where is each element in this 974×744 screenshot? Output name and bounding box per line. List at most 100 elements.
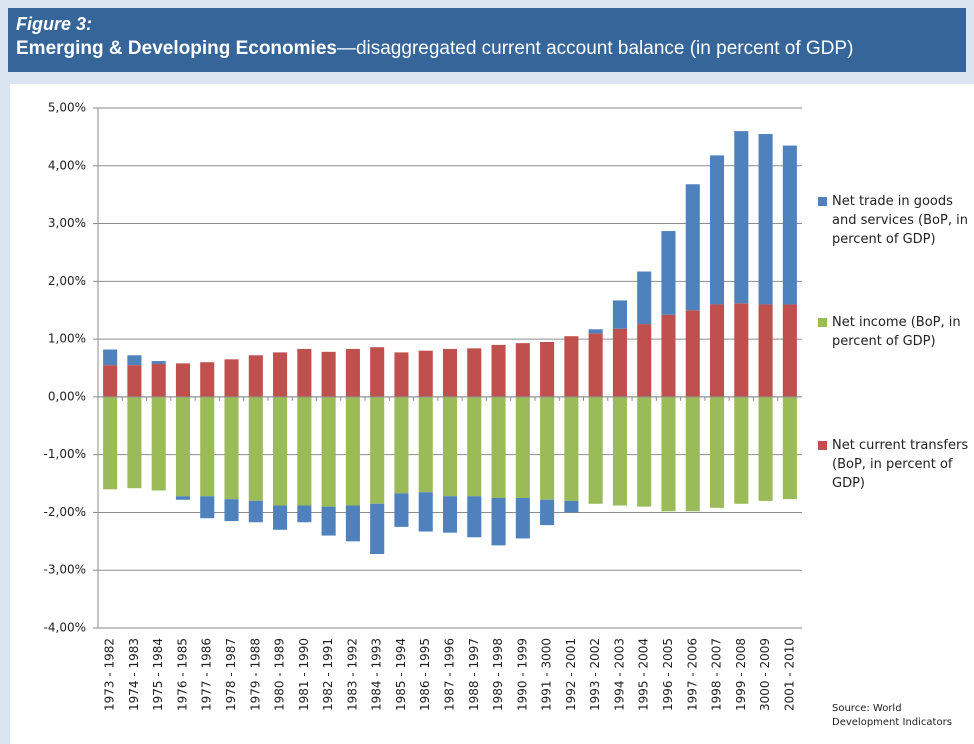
y-tick-label: 4,00% bbox=[48, 158, 86, 172]
x-tick-label: 1981 - 1990 bbox=[297, 638, 311, 711]
bar-segment bbox=[540, 342, 555, 397]
x-tick-label: 1991 - 3000 bbox=[540, 638, 554, 711]
x-tick-label: 1985 - 1994 bbox=[394, 638, 408, 711]
y-tick-label: 0,00% bbox=[48, 389, 86, 403]
figure-label: Figure 3: bbox=[16, 14, 93, 34]
bar-segment bbox=[612, 300, 627, 329]
legend-entry: Net current transfers (BoP, in percent o… bbox=[818, 436, 974, 493]
bar-segment bbox=[758, 134, 773, 305]
legend-swatch bbox=[818, 197, 827, 206]
y-tick-label: 2,00% bbox=[48, 274, 86, 288]
bar-segment bbox=[661, 314, 676, 397]
title-band: Figure 3: Emerging & Developing Economie… bbox=[8, 8, 966, 72]
bar-segment bbox=[734, 131, 749, 304]
bar-segment bbox=[467, 496, 482, 538]
bar-segment bbox=[248, 500, 263, 523]
bar-segment bbox=[782, 396, 797, 500]
bar-segment bbox=[297, 348, 312, 397]
bar-segment bbox=[588, 333, 603, 397]
legend-label: Net trade in goods and services (BoP, in… bbox=[832, 194, 968, 247]
x-tick-label: 1984 - 1993 bbox=[370, 638, 384, 711]
legend-swatch bbox=[818, 318, 827, 327]
y-tick-label: -3,00% bbox=[44, 563, 86, 577]
bar-segment bbox=[442, 396, 458, 497]
bar-segment bbox=[782, 145, 797, 305]
bar-segment bbox=[685, 396, 700, 512]
x-tick-label: 1973 - 1982 bbox=[103, 638, 117, 711]
bar-segment bbox=[540, 499, 555, 526]
bar-segment bbox=[370, 347, 385, 397]
bar-segment bbox=[200, 496, 215, 519]
x-tick-label: 1999 - 2008 bbox=[734, 638, 748, 711]
x-tick-label: 1987 - 1996 bbox=[443, 638, 457, 711]
bar-segment bbox=[394, 396, 409, 494]
bar-segment bbox=[273, 396, 288, 506]
bar-segment bbox=[709, 396, 725, 508]
legend-entry: Net income (BoP, in percent of GDP) bbox=[818, 313, 974, 351]
y-tick-label: -1,00% bbox=[44, 447, 86, 461]
bar-segment bbox=[637, 271, 652, 325]
x-tick-label: 1990 - 1999 bbox=[515, 638, 529, 711]
bar-segment bbox=[127, 396, 142, 489]
bar-segment bbox=[224, 396, 239, 500]
bar-segment bbox=[175, 496, 191, 500]
bar-segment bbox=[224, 499, 239, 522]
legend-label: Net income (BoP, in percent of GDP) bbox=[832, 315, 961, 349]
bar-segment bbox=[297, 505, 312, 523]
bar-segment bbox=[345, 396, 360, 506]
x-tick-label: 1980 - 1989 bbox=[273, 638, 287, 711]
bar-segment bbox=[467, 348, 482, 397]
x-tick-label: 1993 - 2002 bbox=[588, 638, 602, 711]
bar-segment bbox=[200, 362, 215, 397]
x-tick-label: 1982 - 1991 bbox=[321, 638, 335, 711]
bar-segment bbox=[151, 396, 166, 491]
bar-segment bbox=[758, 396, 773, 501]
legend-swatch bbox=[818, 441, 827, 450]
x-tick-label: 1977 - 1986 bbox=[200, 638, 214, 711]
bar-segment bbox=[491, 396, 506, 498]
bar-segment bbox=[442, 496, 458, 533]
bar-segment bbox=[175, 363, 191, 397]
bar-segment bbox=[588, 396, 603, 504]
bar-segment bbox=[103, 349, 118, 366]
bar-segment bbox=[394, 352, 409, 397]
bar-segment bbox=[540, 396, 555, 500]
x-tick-label: 1996 - 2005 bbox=[661, 638, 675, 711]
bar-segment bbox=[515, 343, 530, 397]
x-tick-label: 1978 - 1987 bbox=[224, 638, 238, 711]
bar-segment bbox=[200, 396, 215, 497]
x-tick-label: 1989 - 1998 bbox=[491, 638, 505, 711]
bar-segment bbox=[564, 336, 579, 397]
chart-title: Emerging & Developing Economies bbox=[16, 38, 337, 59]
bar-segment bbox=[515, 396, 530, 498]
bar-segment bbox=[273, 352, 288, 397]
x-tick-label: 2001 - 2010 bbox=[782, 638, 796, 711]
chart-subtitle: —disaggregated current account balance (… bbox=[336, 38, 854, 59]
bar-segment bbox=[709, 304, 725, 397]
bar-segment bbox=[442, 348, 458, 397]
bar-segment bbox=[103, 365, 118, 397]
bar-segment bbox=[612, 396, 627, 506]
bar-segment bbox=[345, 505, 360, 542]
bar-segment bbox=[564, 500, 579, 513]
bar-segment bbox=[588, 329, 603, 334]
bar-segment bbox=[248, 396, 263, 501]
bar-segment bbox=[127, 365, 142, 397]
y-tick-label: 5,00% bbox=[48, 101, 86, 115]
legend-label: Net current transfers (BoP, in percent o… bbox=[832, 438, 969, 491]
bar-segment bbox=[248, 355, 263, 397]
bar-segment bbox=[734, 396, 749, 504]
bar-segment bbox=[175, 396, 191, 497]
source-note: Source: World Development Indicators bbox=[832, 703, 952, 728]
bar-segment bbox=[370, 396, 385, 504]
bar-segment bbox=[564, 396, 579, 501]
bar-segment bbox=[127, 355, 142, 366]
bar-segment bbox=[103, 396, 118, 490]
bar-segment bbox=[661, 231, 676, 315]
x-tick-label: 1992 - 2001 bbox=[564, 638, 578, 711]
x-tick-label: 1995 - 2004 bbox=[637, 638, 651, 711]
bar-segment bbox=[637, 324, 652, 397]
bar-segment bbox=[709, 155, 725, 305]
